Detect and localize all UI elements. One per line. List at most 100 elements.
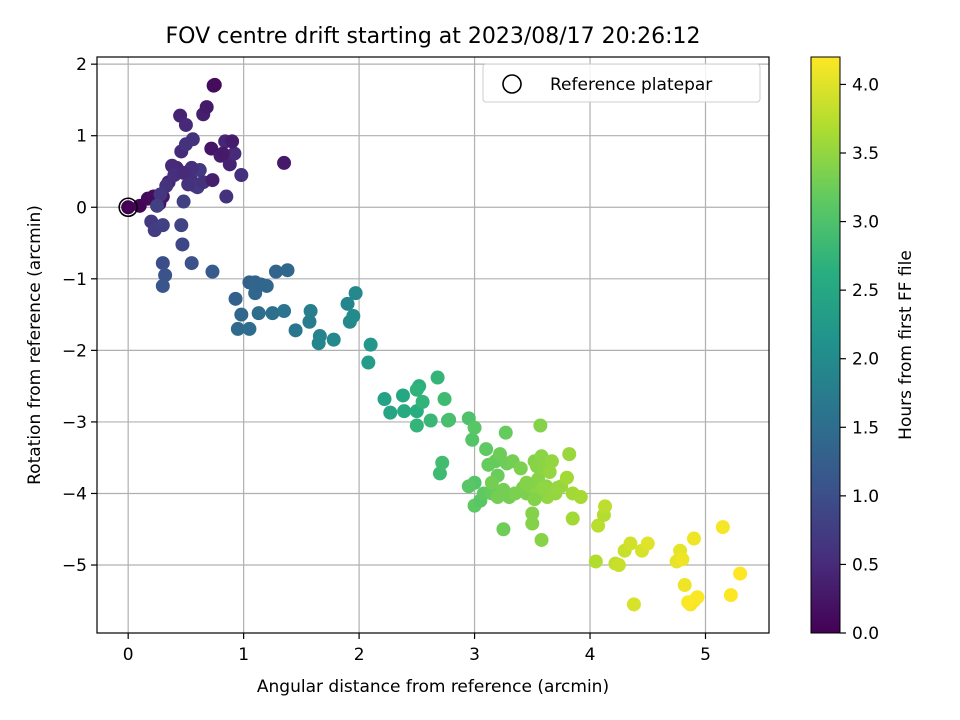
scatter-point <box>215 146 230 161</box>
scatter-point <box>626 597 641 612</box>
scatter-point <box>377 392 392 407</box>
scatter-point <box>573 490 588 505</box>
scatter-point <box>199 100 214 115</box>
scatter-point <box>479 442 494 457</box>
scatter-point <box>442 412 457 427</box>
colorbar-tick-label: 3.0 <box>852 213 879 233</box>
scatter-point <box>467 420 482 435</box>
scatter-point <box>288 323 303 338</box>
scatter-point <box>121 200 136 215</box>
scatter-point <box>432 466 447 481</box>
scatter-point <box>507 486 522 501</box>
plot-frame <box>96 56 770 634</box>
reference-marker <box>118 197 138 218</box>
colorbar-tick-label: 0.5 <box>852 555 879 575</box>
x-tick-label: 2 <box>354 645 365 665</box>
scatter-point <box>155 278 170 293</box>
scatter-point <box>340 296 355 311</box>
scatter-point <box>150 198 165 213</box>
scatter-point <box>513 461 528 476</box>
scatter-point <box>205 173 220 188</box>
y-axis-ticks: 2 1 0 −1 −2 −3 −4 −5 <box>62 55 97 576</box>
legend-label-reference: Reference platepar <box>550 75 712 95</box>
scatter-point <box>158 268 173 283</box>
scatter-point <box>465 432 480 447</box>
scatter-point <box>395 388 410 403</box>
scatter-point <box>519 475 534 490</box>
scatter-point <box>733 566 748 581</box>
colorbar-tick-label: 0.0 <box>852 624 879 644</box>
scatter-point <box>230 321 245 336</box>
scatter-point <box>268 264 283 279</box>
scatter-point <box>205 264 220 279</box>
scatter-point <box>234 168 249 183</box>
scatter-point <box>277 304 292 319</box>
scatter-point <box>409 382 424 397</box>
scatter-point <box>544 454 559 469</box>
colorbar-ticks: 0.0 0.5 1.0 1.5 2.0 2.5 3.0 3.5 4.0 <box>840 75 879 644</box>
scatter-point <box>598 499 613 514</box>
scatter-point <box>527 492 542 507</box>
scatter-point <box>536 480 551 495</box>
y-tick-label: −5 <box>62 556 87 576</box>
scatter-point <box>677 578 692 593</box>
scatter-point <box>153 187 168 202</box>
scatter-point <box>588 554 603 569</box>
scatter-point <box>423 413 438 428</box>
scatter-point <box>435 455 450 470</box>
scatter-point <box>363 337 378 352</box>
legend: Reference platepar <box>482 63 761 103</box>
scatter-point <box>227 146 242 161</box>
scatter-point <box>280 263 295 278</box>
scatter-point <box>222 157 237 172</box>
scatter-point <box>484 475 499 490</box>
scatter-point <box>542 465 557 480</box>
scatter-point <box>681 595 696 610</box>
colorbar: 0.0 0.5 1.0 1.5 2.0 2.5 3.0 3.5 4.0 Hours from f… <box>810 56 916 644</box>
x-tick-label: 0 <box>123 645 134 665</box>
scatter-point <box>533 418 548 433</box>
y-tick-label: −2 <box>62 341 87 361</box>
scatter-point <box>409 418 424 433</box>
scatter-point <box>498 425 513 440</box>
scatter-point <box>534 449 549 464</box>
scatter-point <box>611 558 626 573</box>
scatter-point <box>534 532 549 547</box>
y-tick-label: 0 <box>76 198 87 218</box>
x-tick-label: 5 <box>700 645 711 665</box>
scatter-point <box>623 536 638 551</box>
scatter-point <box>461 479 476 494</box>
scatter-point <box>525 516 540 531</box>
scatter-point <box>242 321 257 336</box>
scatter-point <box>496 522 511 537</box>
scatter-point <box>565 511 580 526</box>
scatter-point <box>326 332 341 347</box>
colorbar-tick-label: 2.0 <box>852 350 879 370</box>
colorbar-label: Hours from first FF file <box>896 250 916 440</box>
scatter-point <box>178 117 193 132</box>
y-tick-label: −1 <box>62 270 87 290</box>
scatter-point <box>184 256 199 271</box>
scatter-point <box>155 256 170 271</box>
scatter-point <box>207 77 222 92</box>
grid <box>97 57 769 633</box>
legend-box <box>482 63 761 103</box>
x-axis-ticks: 0 1 2 3 4 5 <box>123 633 711 665</box>
scatter-point <box>219 189 234 204</box>
scatter-point <box>176 165 191 180</box>
colorbar-tick-label: 2.5 <box>852 281 879 301</box>
scatter-point <box>311 336 326 351</box>
y-tick-label: −4 <box>62 484 87 504</box>
scatter-point <box>346 309 361 324</box>
scatter-point <box>559 470 574 485</box>
scatter-point <box>155 218 170 233</box>
scatter-point <box>181 177 196 192</box>
scatter-point <box>225 134 240 149</box>
scatter-point <box>361 355 376 370</box>
colorbar-tick-label: 1.0 <box>852 487 879 507</box>
colorbar-tick-label: 4.0 <box>852 75 879 95</box>
scatter-point <box>348 286 363 301</box>
colorbar-tick-label: 1.5 <box>852 418 879 438</box>
scatter-point <box>686 531 701 546</box>
